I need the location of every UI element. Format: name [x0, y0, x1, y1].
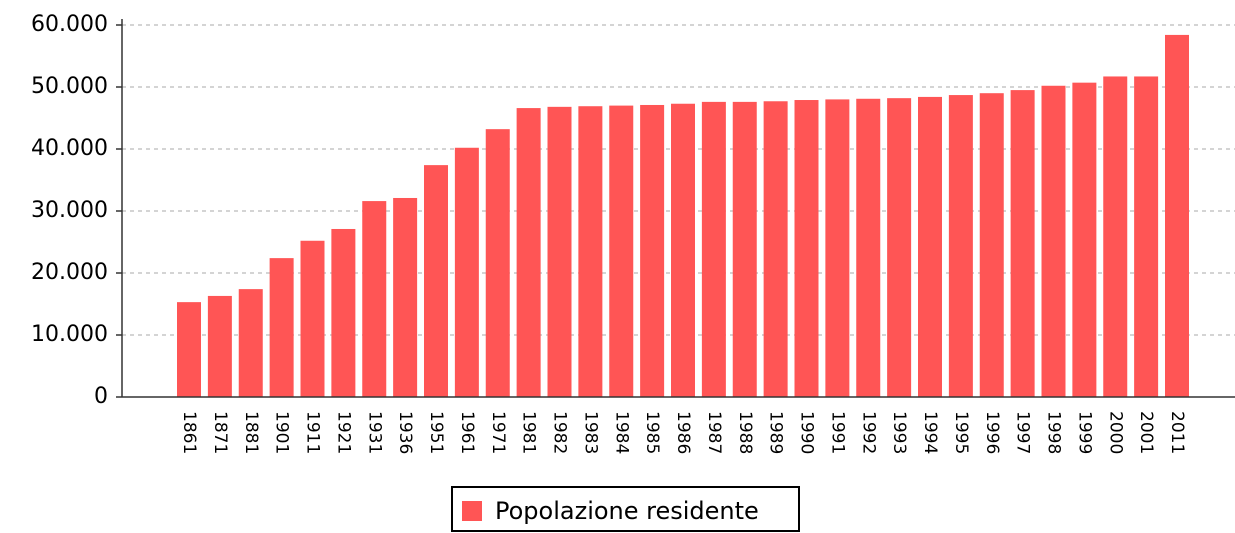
x-tick-label: 1995	[951, 411, 971, 454]
x-tick-label: 1911	[303, 411, 323, 454]
y-tick-label: 40.000	[31, 136, 108, 161]
x-tick-label: 1989	[766, 411, 786, 454]
x-tick-label: 1931	[364, 411, 384, 454]
x-tick-label: 1990	[797, 411, 817, 454]
x-tick-label: 1986	[673, 411, 693, 454]
x-tick-label: 1985	[642, 411, 662, 454]
bar	[1010, 90, 1035, 397]
bar	[671, 103, 695, 398]
bar	[1041, 85, 1066, 397]
y-tick-label: 20.000	[31, 260, 108, 285]
bar	[887, 98, 912, 397]
x-tick-label: 1992	[858, 411, 878, 454]
legend-box	[451, 486, 800, 532]
x-tick-label: 1982	[550, 411, 570, 454]
bar	[424, 165, 448, 397]
bar	[948, 95, 973, 397]
x-tick-label: 1936	[395, 411, 415, 454]
bar	[856, 98, 881, 397]
bar	[207, 295, 232, 397]
x-tick-label: 1981	[519, 411, 539, 454]
bar	[794, 100, 819, 398]
bar	[177, 302, 201, 397]
bar	[979, 93, 1004, 397]
bar	[300, 240, 325, 397]
bar	[1134, 76, 1159, 398]
x-tick-label: 2000	[1105, 411, 1125, 454]
bar	[362, 201, 387, 397]
bar	[393, 197, 418, 397]
bar	[732, 101, 757, 397]
bar	[578, 106, 603, 397]
x-tick-label: 1971	[488, 411, 508, 454]
x-tick-label: 1961	[457, 411, 477, 454]
bar	[1165, 34, 1189, 398]
x-tick-label: 1984	[611, 411, 631, 454]
x-tick-label: 1999	[1074, 411, 1094, 454]
bar	[640, 104, 665, 397]
x-tick-label: 1951	[426, 411, 446, 454]
x-tick-label: 1997	[1013, 411, 1033, 454]
bar	[609, 105, 634, 397]
bar	[1103, 76, 1128, 398]
x-tick-label: 1998	[1044, 411, 1064, 454]
x-tick-label: 1993	[889, 411, 909, 454]
x-tick-label: 2001	[1136, 411, 1156, 454]
x-tick-label: 1996	[982, 411, 1002, 454]
bar	[1072, 82, 1097, 397]
x-tick-label: 1987	[704, 411, 724, 454]
bar	[516, 108, 541, 397]
x-tick-label: 1994	[920, 411, 940, 454]
legend-swatch	[462, 501, 482, 521]
y-tick-label: 0	[94, 384, 108, 409]
bar	[547, 106, 572, 397]
bar	[918, 96, 942, 398]
x-tick-label: 2011	[1167, 411, 1187, 454]
bar	[454, 147, 479, 397]
bar	[825, 99, 850, 398]
x-tick-label: 1861	[179, 411, 199, 454]
y-tick-label: 10.000	[31, 322, 108, 347]
x-tick-label: 1988	[735, 411, 755, 454]
bar	[485, 129, 510, 397]
x-tick-label: 1991	[827, 411, 847, 454]
x-tick-label: 1881	[241, 411, 261, 454]
y-tick-label: 30.000	[31, 198, 108, 223]
x-tick-label: 1871	[210, 411, 230, 454]
x-tick-label: 1921	[333, 411, 353, 454]
bar	[238, 289, 263, 397]
y-tick-label: 60.000	[31, 12, 108, 37]
bar	[269, 258, 294, 397]
bar	[331, 228, 356, 397]
bar	[701, 101, 726, 397]
bar	[763, 101, 788, 397]
legend-label: Popolazione residente	[495, 497, 759, 525]
y-tick-label: 50.000	[31, 74, 108, 99]
x-tick-label: 1983	[580, 411, 600, 454]
x-tick-label: 1901	[272, 411, 292, 454]
